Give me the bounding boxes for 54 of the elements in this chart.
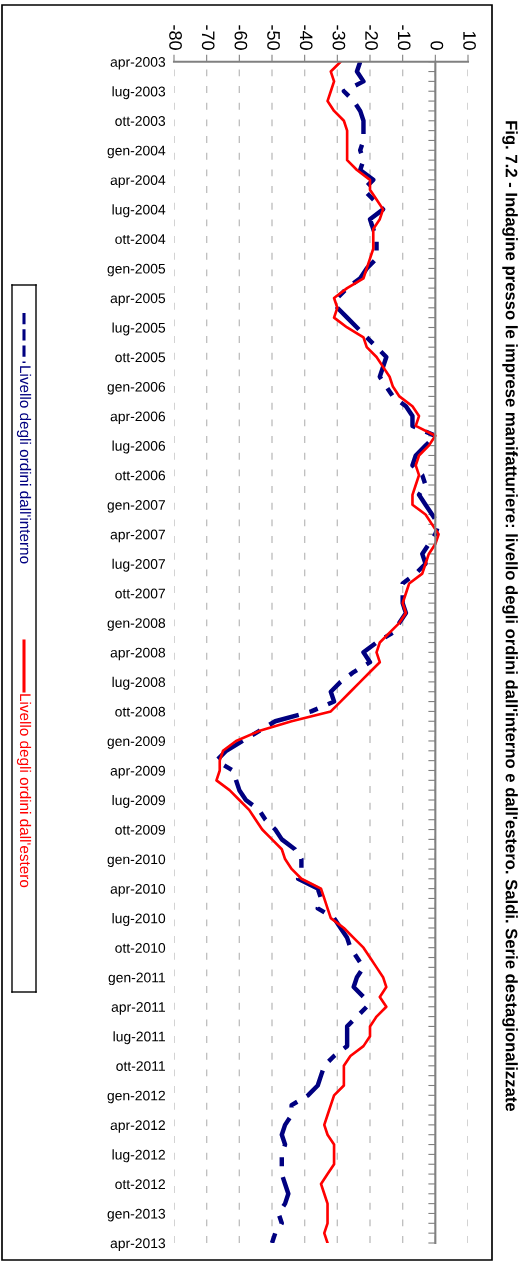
text: Fig. 7.2 - Indagine presso le imprese manifatturiere: livello degli ordini dall'interno e dall'estero. Saldi. Serie destagionalizzate: [502, 121, 518, 1112]
y-tick-label: lug-2006: [112, 440, 166, 454]
y-tick-label: gen-2007: [107, 500, 165, 513]
y-tick-label: apr-2007: [110, 529, 165, 543]
y-tick-label: lug-2011: [113, 1031, 165, 1045]
y-tick-label: apr-2010: [110, 883, 166, 897]
y-tick-label: lug-2012: [112, 1149, 165, 1163]
y-tick-label: ott-2003: [115, 116, 166, 126]
text: Livello degli ordini dall'interno: [16, 366, 32, 564]
y-tick-label: ott-2007: [115, 588, 165, 599]
x-tick-label: -10: [397, 25, 411, 50]
x-tick-label: 0: [430, 41, 444, 50]
y-tick-label: ott-2004: [115, 234, 166, 245]
y-tick-label: apr-2009: [110, 765, 166, 779]
y-tick-label: gen-2005: [107, 263, 166, 277]
y-tick-label: gen-2006: [107, 381, 166, 395]
y-tick-label: lug-2009: [112, 794, 166, 808]
y-tick-label: apr-2008: [110, 647, 166, 661]
y-tick-label: apr-2013: [110, 1238, 166, 1251]
y-tick-label: lug-2010: [112, 913, 166, 927]
y-tick-label: gen-2008: [107, 618, 166, 631]
y-tick-label: ott-2010: [115, 943, 166, 953]
x-tick-label: 10: [463, 31, 476, 50]
x-tick-label: -80: [169, 25, 182, 50]
y-tick-label: apr-2004: [110, 175, 166, 188]
x-tick-label: -40: [299, 25, 313, 50]
y-tick-label: ott-2012: [115, 1179, 165, 1190]
y-tick-label: lug-2008: [112, 676, 166, 690]
y-tick-label: apr-2003: [110, 57, 166, 70]
x-tick-label: -50: [267, 25, 280, 50]
y-tick-label: gen-2012: [107, 1090, 165, 1104]
y-tick-label: ott-2005: [115, 352, 166, 363]
y-tick-label: gen-2011: [108, 972, 165, 986]
y-tick-label: apr-2011: [111, 1002, 165, 1015]
y-tick-label: apr-2006: [110, 411, 166, 424]
y-tick-label: apr-2005: [110, 293, 166, 306]
y-tick-label: gen-2013: [107, 1208, 166, 1222]
y-tick-label: ott-2006: [115, 470, 166, 481]
x-tick-label: -70: [201, 25, 215, 50]
y-tick-label: ott-2009: [115, 824, 166, 835]
y-tick-label: lug-2005: [112, 322, 166, 336]
y-tick-label: ott-2011: [116, 1061, 165, 1071]
y-tick-label: lug-2003: [112, 86, 166, 100]
y-tick-label: gen-2004: [107, 145, 166, 159]
y-tick-label: gen-2009: [107, 736, 166, 749]
x-tick-label: -20: [365, 25, 378, 50]
y-tick-label: apr-2012: [110, 1120, 165, 1133]
y-tick-label: gen-2010: [107, 854, 166, 867]
text: Livello degli ordini dall'estero: [16, 694, 32, 888]
y-tick-label: lug-2007: [112, 558, 165, 572]
x-tick-label: -30: [332, 25, 346, 50]
y-tick-label: ott-2008: [115, 706, 166, 717]
y-tick-label: lug-2004: [112, 204, 166, 218]
x-tick-label: -60: [234, 25, 248, 50]
